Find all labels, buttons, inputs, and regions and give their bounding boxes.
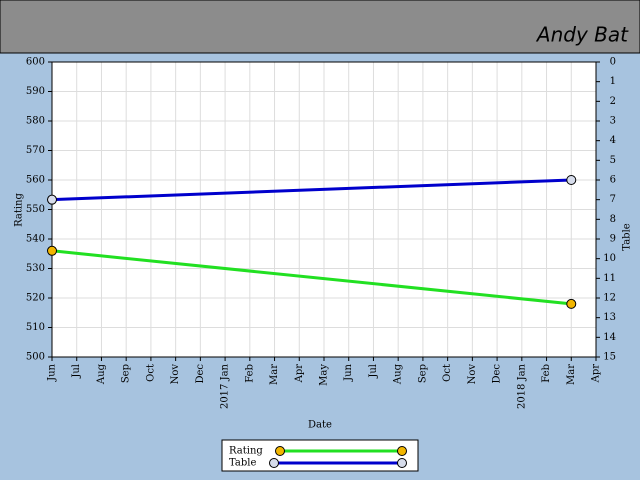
y2-tick-label: 7	[610, 194, 616, 205]
y2-tick-label: 10	[603, 253, 616, 264]
y-tick-label: 590	[26, 86, 45, 97]
legend-label: Rating	[229, 446, 263, 457]
legend-marker	[269, 458, 279, 468]
x-tick-label: Oct	[145, 364, 156, 382]
x-tick-label: Aug	[96, 363, 107, 385]
header	[0, 0, 640, 54]
x-tick-label: Feb	[244, 364, 255, 383]
x-tick-label: Feb	[541, 364, 552, 383]
y2-tick-label: 0	[610, 57, 616, 68]
point	[566, 175, 577, 185]
y2-tick-label: 14	[603, 332, 616, 343]
legend-marker	[275, 446, 285, 456]
x-tick-label: 2017 Jan	[220, 363, 231, 409]
chart-title: Andy Bat	[535, 23, 629, 47]
x-tick-label: Aug	[393, 363, 404, 385]
x-tick-label: Oct	[442, 364, 453, 382]
y-tick-label: 500	[26, 352, 45, 363]
x-tick-label: Nov	[467, 364, 478, 385]
y2-tick-label: 12	[603, 293, 616, 304]
x-tick-label: Dec	[195, 364, 206, 384]
y-tick-label: 520	[26, 293, 45, 304]
legend-marker	[397, 446, 407, 456]
y-tick-label: 510	[26, 322, 45, 333]
y-tick-label: 540	[26, 234, 45, 245]
x-tick-label: Apr	[294, 364, 305, 384]
x-tick-label: Jun	[47, 363, 58, 381]
y2-tick-label: 2	[610, 96, 616, 107]
y2-tick-label: 15	[603, 352, 616, 363]
y-tick-label: 600	[26, 57, 45, 68]
point	[566, 298, 577, 309]
y-tick-label: 560	[26, 175, 45, 186]
x-tick-label: Mar	[269, 364, 280, 385]
point	[47, 245, 57, 256]
y2-tick-label: 1	[610, 76, 616, 87]
x-tick-label: Dec	[492, 364, 503, 384]
series-line	[51, 249, 572, 306]
x-tick-label: Jun	[343, 363, 354, 381]
y2-axis-title: Table	[622, 223, 633, 250]
y-tick-label: 580	[26, 116, 45, 127]
y2-tick-label: 6	[610, 175, 616, 186]
x-tick-label: Mar	[566, 364, 577, 385]
series-line	[51, 178, 572, 202]
x-tick-label: Jul	[71, 364, 82, 379]
x-tick-label: Sep	[417, 364, 428, 383]
y2-tick-label: 4	[610, 135, 616, 146]
legend	[221, 439, 419, 472]
y2-tick-label: 5	[610, 155, 616, 166]
point	[47, 194, 57, 205]
y-axis-title: Rating	[14, 193, 25, 227]
x-axis-title: Date	[308, 420, 332, 431]
x-tick-label: Apr	[591, 364, 602, 384]
y-tick-label: 550	[26, 204, 45, 215]
y2-tick-label: 3	[610, 116, 616, 127]
grid	[51, 61, 597, 358]
y-tick-label: 530	[26, 263, 45, 274]
x-tick-label: Nov	[170, 364, 181, 385]
y2-tick-label: 13	[603, 312, 616, 323]
y-tick-label: 570	[26, 145, 45, 156]
y2-tick-label: 9	[610, 234, 616, 245]
x-tick-label: Sep	[121, 364, 132, 383]
y2-tick-label: 11	[603, 273, 616, 284]
x-tick-label: May	[319, 364, 330, 386]
legend-label: Table	[229, 458, 256, 469]
y2-tick-label: 8	[610, 214, 616, 225]
x-tick-label: Jul	[368, 364, 379, 379]
x-tick-label: 2018 Jan	[516, 363, 527, 409]
legend-marker	[397, 458, 407, 468]
